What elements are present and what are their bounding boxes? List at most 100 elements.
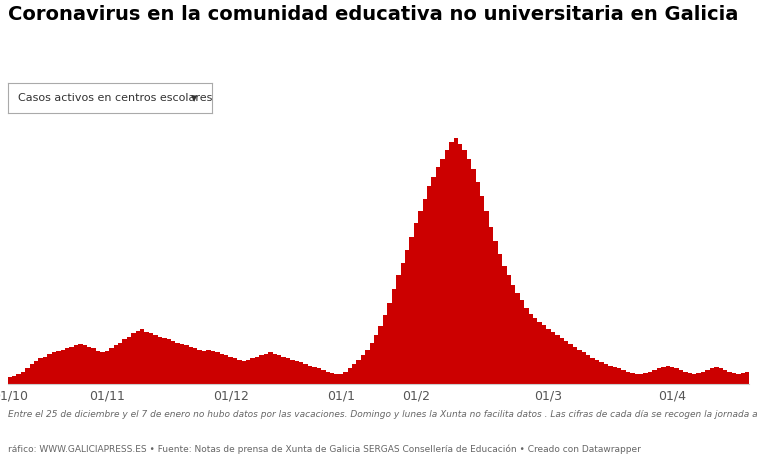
Bar	[600, 362, 604, 384]
Bar	[73, 345, 78, 384]
Bar	[8, 377, 12, 384]
Bar	[246, 360, 251, 384]
Bar	[621, 370, 626, 384]
Bar	[304, 364, 308, 384]
Bar	[634, 374, 639, 384]
Bar	[718, 368, 723, 384]
Text: ráfico: WWW.GALICIAPRESS.ES • Fuente: Notas de prensa de Xunta de Galicia SERGAS: ráfico: WWW.GALICIAPRESS.ES • Fuente: No…	[8, 444, 640, 454]
Bar	[61, 350, 65, 384]
Bar	[25, 368, 30, 384]
Bar	[202, 351, 206, 384]
Bar	[692, 374, 696, 384]
Text: Entre el 25 de diciembre y el 7 de enero no hubo datos por las vacaciones. Domin: Entre el 25 de diciembre y el 7 de enero…	[8, 410, 757, 419]
Bar	[171, 341, 176, 384]
Bar	[595, 360, 600, 384]
Bar	[475, 181, 480, 384]
Bar	[330, 373, 335, 384]
Bar	[745, 371, 749, 384]
Bar	[282, 357, 286, 384]
Bar	[268, 352, 273, 384]
Bar	[590, 358, 595, 384]
Bar	[263, 354, 268, 384]
Bar	[670, 367, 674, 384]
Bar	[520, 300, 524, 384]
Bar	[39, 358, 43, 384]
Bar	[179, 344, 184, 384]
Bar	[326, 371, 330, 384]
Bar	[361, 356, 365, 384]
Bar	[630, 373, 634, 384]
Bar	[136, 331, 140, 384]
Bar	[537, 322, 542, 384]
Bar	[109, 348, 114, 384]
Bar	[550, 332, 555, 384]
Bar	[157, 337, 162, 384]
Bar	[100, 352, 104, 384]
Bar	[458, 144, 463, 384]
Bar	[400, 263, 405, 384]
Bar	[427, 186, 431, 384]
Bar	[153, 335, 157, 384]
Bar	[528, 314, 533, 384]
Bar	[251, 358, 255, 384]
Bar	[96, 351, 100, 384]
Bar	[573, 347, 577, 384]
Bar	[140, 329, 145, 384]
Bar	[701, 371, 706, 384]
Bar	[335, 374, 339, 384]
Bar	[648, 371, 653, 384]
Bar	[56, 351, 61, 384]
Bar	[581, 352, 586, 384]
Bar	[449, 143, 453, 384]
Bar	[198, 350, 202, 384]
Bar	[674, 368, 679, 384]
Bar	[463, 150, 467, 384]
Bar	[145, 332, 149, 384]
Bar	[308, 366, 312, 384]
Bar	[220, 354, 224, 384]
Bar	[286, 358, 290, 384]
Bar	[706, 370, 709, 384]
Bar	[422, 199, 427, 384]
Bar	[511, 285, 516, 384]
Bar	[92, 348, 96, 384]
Bar	[679, 370, 683, 384]
Bar	[383, 315, 388, 384]
Bar	[569, 344, 573, 384]
Bar	[255, 357, 259, 384]
Bar	[723, 370, 727, 384]
Bar	[555, 335, 559, 384]
Bar	[47, 354, 51, 384]
Bar	[365, 350, 369, 384]
Bar	[369, 343, 374, 384]
Text: ▾: ▾	[192, 92, 198, 105]
Bar	[241, 361, 246, 384]
Bar	[347, 368, 352, 384]
Bar	[732, 373, 736, 384]
Bar	[316, 368, 321, 384]
Bar	[444, 150, 449, 384]
Bar	[290, 360, 294, 384]
Bar	[12, 375, 17, 384]
Bar	[533, 318, 537, 384]
Bar	[653, 370, 656, 384]
Bar	[34, 361, 39, 384]
Bar	[70, 347, 73, 384]
Bar	[506, 275, 511, 384]
Bar	[489, 227, 494, 384]
Bar	[639, 374, 643, 384]
Bar	[20, 371, 25, 384]
Bar	[78, 344, 83, 384]
Bar	[378, 326, 383, 384]
Bar	[586, 356, 590, 384]
Text: Coronavirus en la comunidad educativa no universitaria en Galicia: Coronavirus en la comunidad educativa no…	[8, 5, 738, 24]
Bar	[661, 367, 665, 384]
Bar	[418, 211, 422, 384]
Bar	[405, 250, 410, 384]
Bar	[559, 338, 564, 384]
Bar	[299, 362, 304, 384]
Bar	[259, 356, 263, 384]
Bar	[193, 348, 198, 384]
Bar	[656, 368, 661, 384]
Bar	[564, 341, 569, 384]
